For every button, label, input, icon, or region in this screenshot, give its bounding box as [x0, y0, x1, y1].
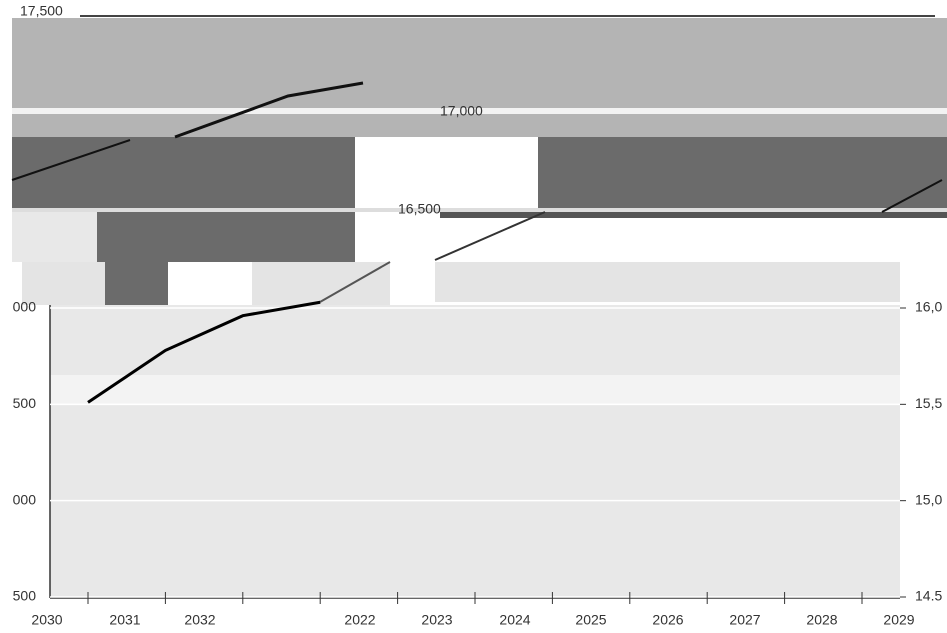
x-tick-label: 2027	[729, 612, 760, 628]
x-tick-label: 2030	[31, 612, 62, 628]
x-tick-label: 2032	[184, 612, 215, 628]
overlay-label: 17,000	[440, 103, 483, 119]
line-series	[87, 300, 321, 404]
x-tick-label: 2028	[806, 612, 837, 628]
y2-tick-label: 16,0	[915, 299, 942, 315]
x-tick-label: 2025	[575, 612, 606, 628]
x-tick-label: 2029	[883, 612, 914, 628]
y-tick-label: 500	[13, 395, 37, 411]
y-tick-label: 000	[13, 491, 37, 507]
overlay-label: 17,500	[20, 3, 63, 19]
glitch-background	[11, 15, 947, 599]
y2-tick-label: 15,0	[915, 491, 942, 507]
x-tick-label: 2026	[652, 612, 683, 628]
y-tick-label: 500	[13, 588, 37, 604]
x-tick-label: 2023	[421, 612, 452, 628]
y-tick-label: 000	[13, 299, 37, 315]
x-tick-label: 2024	[499, 612, 530, 628]
y2-tick-label: 15,5	[915, 395, 942, 411]
overlay-label: 16,500	[398, 201, 441, 217]
x-tick-label: 2022	[344, 612, 375, 628]
y2-tick-label: 14.5	[915, 588, 942, 604]
x-tick-label: 2031	[109, 612, 140, 628]
